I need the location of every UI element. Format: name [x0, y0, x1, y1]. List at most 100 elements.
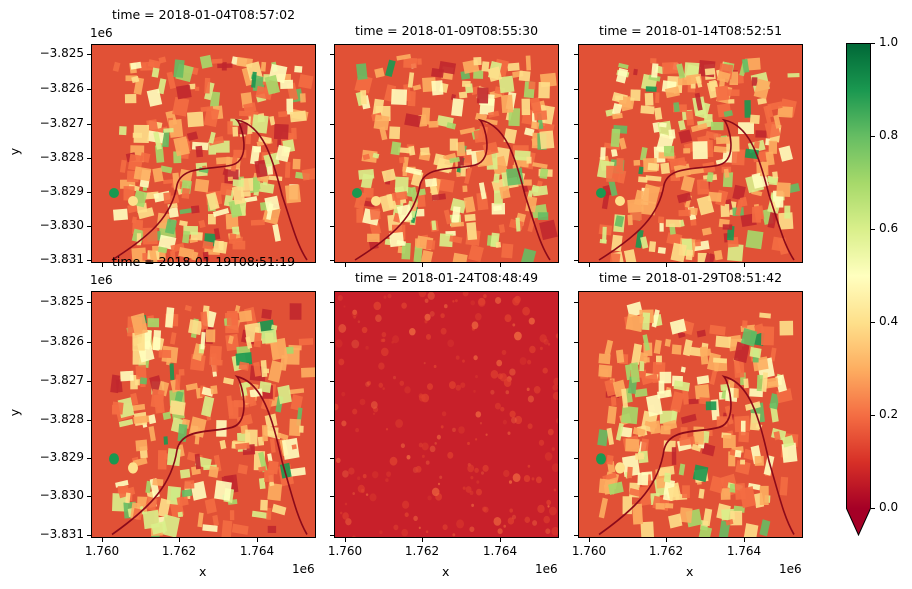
y-tick-mark	[87, 260, 91, 261]
x-tick-mark	[589, 263, 590, 267]
y-tick-mark	[87, 158, 91, 159]
x-tick-mark	[422, 263, 423, 267]
x-axis-label: x	[442, 564, 450, 579]
y-tick-label: −3.828	[39, 411, 84, 426]
subplot-title: time = 2018-01-24T08:48:49	[354, 270, 539, 285]
x-tick-label: 1.760	[327, 544, 363, 558]
y-tick-mark	[574, 124, 578, 125]
y-tick-mark	[87, 534, 91, 536]
y-axis-label: y	[7, 408, 23, 416]
y-tick-label: −3.829	[39, 449, 84, 464]
y-tick-mark	[330, 341, 334, 343]
x-tick-mark	[666, 538, 667, 542]
x-tick-mark	[102, 538, 103, 542]
x-tick-label: 1.760	[84, 544, 120, 558]
y-tick-mark	[87, 124, 91, 125]
y-tick-mark	[87, 419, 91, 421]
x-tick-label: 1.760	[571, 544, 607, 558]
colorbar-tick-label: 1.0	[879, 35, 899, 49]
colorbar-tick-label: 0.2	[879, 407, 899, 421]
y-tick-label: −3.825	[39, 46, 84, 60]
y-tick-label: −3.831	[39, 252, 84, 266]
x-tick-label: 1.764	[726, 544, 762, 558]
y-tick-mark	[330, 381, 334, 383]
heatmap-image-cloudy	[334, 291, 559, 538]
y-tick-mark	[574, 89, 578, 90]
y-tick-mark	[574, 381, 578, 383]
y-tick-label: −3.830	[39, 218, 84, 232]
x-tick-mark	[102, 263, 103, 267]
y-axis-label: y	[7, 147, 23, 155]
y-tick-mark	[330, 124, 334, 125]
x-tick-mark	[422, 538, 423, 542]
y-tick-mark	[330, 158, 334, 159]
heatmap-image	[91, 44, 316, 263]
y-offset-label: 1e6	[90, 26, 113, 40]
subplot-title: time = 2018-01-04T08:57:02	[111, 7, 296, 22]
x-offset-label: 1e6	[779, 562, 802, 576]
colorbar-tick-label: 0.8	[879, 128, 899, 142]
y-tick-mark	[87, 54, 91, 55]
colorbar	[846, 43, 871, 537]
y-tick-mark	[574, 54, 578, 55]
y-tick-mark	[330, 457, 334, 459]
x-offset-label: 1e6	[292, 562, 315, 576]
x-tick-label: 1.764	[239, 544, 275, 558]
x-axis-label: x	[199, 564, 207, 579]
x-offset-label: 1e6	[535, 562, 558, 576]
x-tick-mark	[500, 263, 501, 267]
y-tick-label: −3.826	[39, 81, 84, 95]
x-tick-mark	[744, 538, 745, 542]
y-tick-label: −3.831	[39, 526, 84, 541]
colorbar-gradient	[846, 43, 871, 537]
y-tick-mark	[330, 226, 334, 227]
y-tick-mark	[87, 341, 91, 343]
colorbar-tick-mark	[871, 508, 875, 509]
colorbar-tick-mark	[871, 136, 875, 137]
x-axis-label: x	[686, 564, 694, 579]
y-tick-mark	[330, 496, 334, 498]
y-tick-mark	[574, 534, 578, 536]
x-tick-mark	[257, 263, 258, 267]
y-tick-mark	[330, 260, 334, 261]
y-tick-label: −3.828	[39, 150, 84, 164]
y-tick-label: −3.826	[39, 333, 84, 348]
colorbar-tick-label: 0.6	[879, 221, 899, 235]
y-tick-mark	[330, 54, 334, 55]
subplot-title: time = 2018-01-09T08:55:30	[354, 23, 539, 38]
y-tick-mark	[574, 302, 578, 304]
y-tick-label: −3.827	[39, 373, 84, 388]
colorbar-tick-label: 0.0	[879, 500, 899, 514]
x-tick-mark	[744, 263, 745, 267]
colorbar-tick-mark	[871, 322, 875, 323]
subplot-title: time = 2018-01-19T08:51:19	[111, 254, 296, 269]
x-tick-mark	[345, 538, 346, 542]
x-tick-label: 1.762	[648, 544, 684, 558]
y-tick-mark	[574, 260, 578, 261]
y-tick-label: −3.827	[39, 116, 84, 130]
x-tick-mark	[589, 538, 590, 542]
x-tick-label: 1.762	[161, 544, 197, 558]
y-tick-mark	[87, 302, 91, 304]
y-tick-mark	[574, 496, 578, 498]
y-tick-mark	[330, 302, 334, 304]
y-tick-mark	[87, 496, 91, 498]
heatmap-image	[578, 44, 803, 263]
y-tick-mark	[574, 158, 578, 159]
y-tick-mark	[87, 226, 91, 227]
x-tick-mark	[500, 538, 501, 542]
y-tick-mark	[330, 419, 334, 421]
x-tick-mark	[179, 538, 180, 542]
colorbar-tick-mark	[871, 43, 875, 44]
y-tick-mark	[574, 419, 578, 421]
heatmap-image	[578, 291, 803, 538]
y-tick-mark	[330, 534, 334, 536]
y-tick-label: −3.825	[39, 294, 84, 309]
heatmap-image	[334, 44, 559, 263]
y-tick-mark	[574, 457, 578, 459]
subplot-title: time = 2018-01-14T08:52:51	[598, 23, 783, 38]
x-tick-label: 1.764	[482, 544, 518, 558]
y-tick-mark	[87, 381, 91, 383]
y-tick-mark	[330, 192, 334, 193]
y-tick-label: −3.830	[39, 488, 84, 503]
